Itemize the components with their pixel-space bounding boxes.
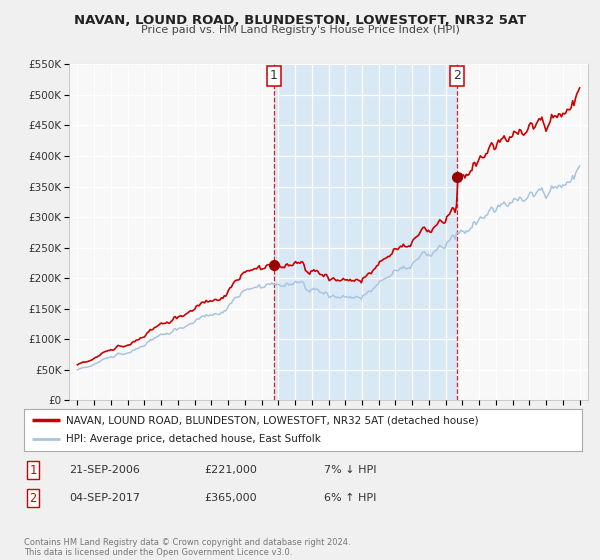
Bar	[274, 64, 457, 400]
Text: 04-SEP-2017: 04-SEP-2017	[69, 493, 140, 503]
Text: £365,000: £365,000	[204, 493, 257, 503]
Text: NAVAN, LOUND ROAD, BLUNDESTON, LOWESTOFT, NR32 5AT: NAVAN, LOUND ROAD, BLUNDESTON, LOWESTOFT…	[74, 14, 526, 27]
Text: HPI: Average price, detached house, East Suffolk: HPI: Average price, detached house, East…	[66, 435, 321, 445]
Text: 2: 2	[29, 492, 37, 505]
Text: 1: 1	[29, 464, 37, 477]
Text: £221,000: £221,000	[204, 465, 257, 475]
Text: Contains HM Land Registry data © Crown copyright and database right 2024.
This d: Contains HM Land Registry data © Crown c…	[24, 538, 350, 557]
Text: 7% ↓ HPI: 7% ↓ HPI	[324, 465, 377, 475]
Text: 1: 1	[269, 69, 278, 82]
Text: 2: 2	[453, 69, 461, 82]
Text: Price paid vs. HM Land Registry's House Price Index (HPI): Price paid vs. HM Land Registry's House …	[140, 25, 460, 35]
Text: 21-SEP-2006: 21-SEP-2006	[69, 465, 140, 475]
Text: NAVAN, LOUND ROAD, BLUNDESTON, LOWESTOFT, NR32 5AT (detached house): NAVAN, LOUND ROAD, BLUNDESTON, LOWESTOFT…	[66, 415, 478, 425]
Text: 6% ↑ HPI: 6% ↑ HPI	[324, 493, 376, 503]
